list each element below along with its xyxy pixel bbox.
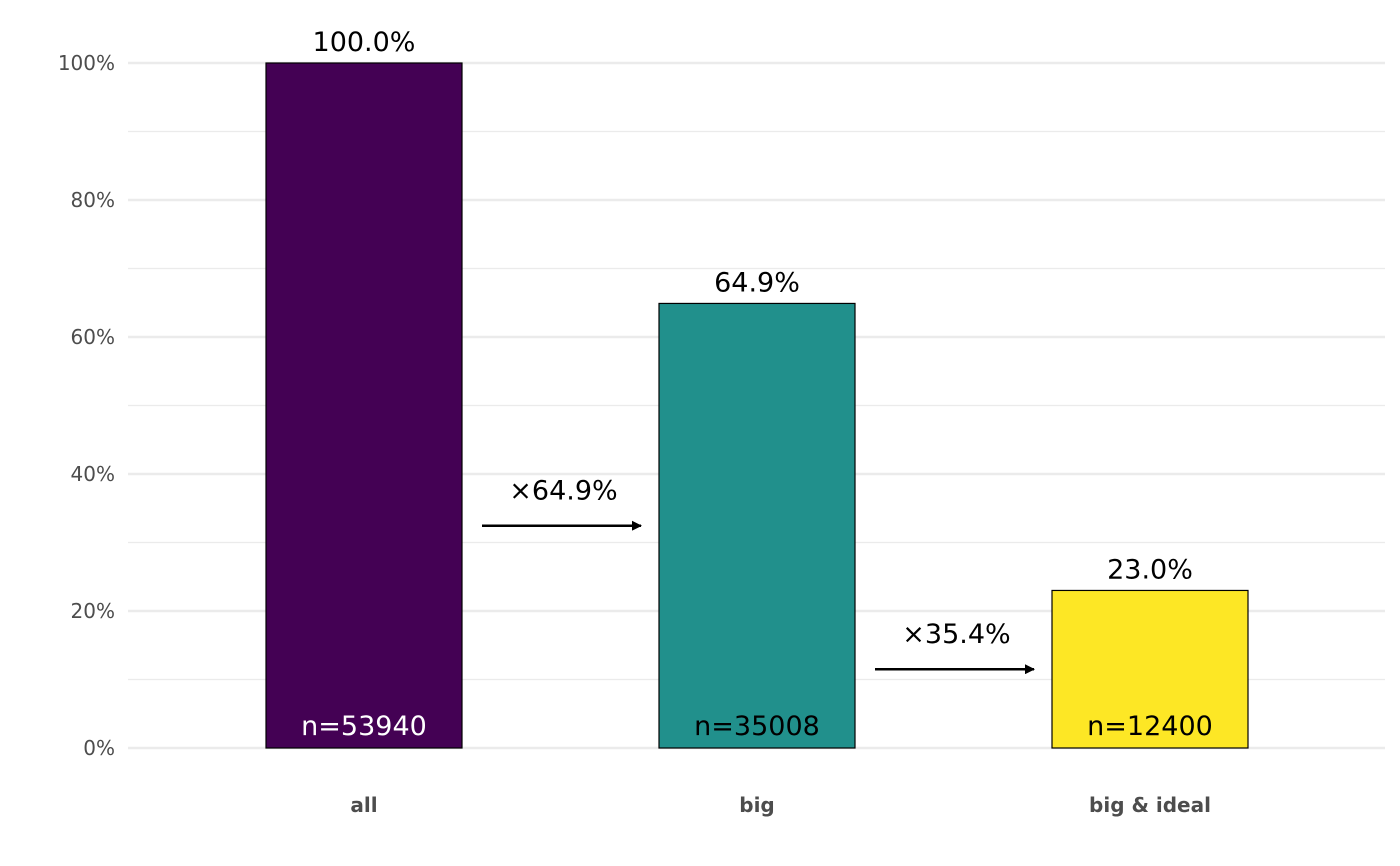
bar-value-label: 64.9% bbox=[714, 267, 800, 298]
x-category-label: all bbox=[350, 793, 377, 817]
multiplier-arrows: ×64.9% ×35.4% bbox=[482, 476, 1035, 675]
multiplier-label: ×64.9% bbox=[509, 476, 617, 507]
bar bbox=[658, 302, 856, 749]
bar bbox=[1051, 589, 1249, 749]
x-axis-categories: all big big & ideal bbox=[350, 793, 1211, 817]
y-tick-label: 60% bbox=[71, 325, 115, 349]
bar bbox=[265, 62, 463, 749]
y-tick-label: 0% bbox=[83, 736, 115, 760]
y-tick-label: 40% bbox=[71, 462, 115, 486]
y-axis-ticks: 0% 20% 40% 60% 80% 100% bbox=[58, 51, 115, 760]
x-category-label: big bbox=[739, 793, 775, 817]
bar-value-label: 100.0% bbox=[313, 27, 416, 58]
bar-labels: 100.0% n=53940 64.9% n=35008 23.0% n=12400 bbox=[301, 27, 1213, 742]
y-tick-label: 20% bbox=[71, 599, 115, 623]
y-tick-label: 100% bbox=[58, 51, 115, 75]
bar-value-label: 23.0% bbox=[1107, 554, 1193, 585]
bar-count-label: n=35008 bbox=[694, 711, 820, 742]
multiplier-label: ×35.4% bbox=[902, 619, 1010, 650]
x-category-label: big & ideal bbox=[1089, 793, 1211, 817]
bar-count-label: n=12400 bbox=[1087, 711, 1213, 742]
y-tick-label: 80% bbox=[71, 188, 115, 212]
bar-count-label: n=53940 bbox=[301, 711, 427, 742]
bars bbox=[265, 62, 1249, 749]
